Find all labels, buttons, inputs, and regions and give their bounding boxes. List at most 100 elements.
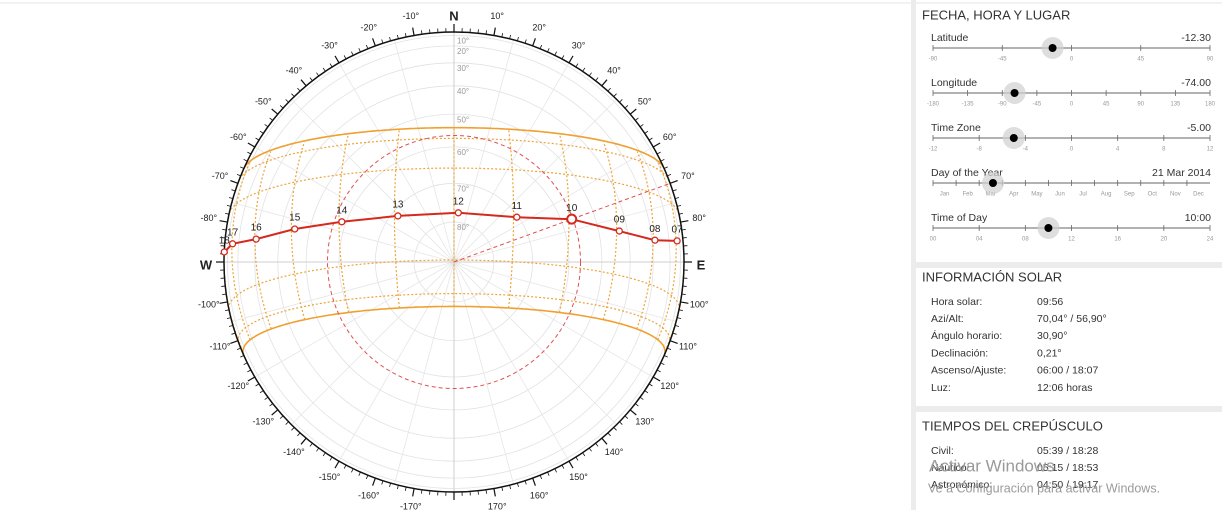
sun-hour-point — [454, 209, 462, 217]
slider-tick-label: -90 — [929, 57, 938, 63]
compass-tick — [517, 482, 519, 488]
compass-tick — [226, 317, 231, 319]
compass-tick — [501, 486, 504, 491]
info-label: Astronómico: — [931, 479, 992, 491]
slider-tick-label: 135 — [1170, 102, 1181, 108]
azimuth-spoke — [254, 146, 455, 263]
hour-label: 16 — [251, 223, 263, 234]
azimuth-label: -130° — [252, 416, 274, 426]
compass-tick — [343, 464, 347, 469]
azimuth-spoke — [394, 39, 455, 263]
info-label: Azi/Alt: — [931, 313, 964, 325]
compass-tick — [672, 189, 677, 192]
compass-tick — [269, 117, 274, 121]
compass-tick — [255, 383, 260, 387]
azimuth-label: -50° — [255, 96, 272, 106]
compass-tick — [243, 362, 248, 365]
altitude-label: 80° — [457, 223, 469, 232]
compass-tick — [493, 27, 496, 36]
azimuth-label: -140° — [283, 447, 305, 457]
compass-tick — [397, 485, 399, 490]
azimuth-spoke — [291, 99, 455, 263]
slider-tick-label: -180 — [927, 102, 940, 108]
hour-label: 09 — [614, 215, 626, 226]
slider-knob[interactable] — [1010, 89, 1019, 97]
compass-tick — [365, 44, 369, 49]
compass-tick — [228, 197, 234, 199]
compass-tick — [648, 137, 653, 141]
azimuth-spoke — [231, 261, 455, 322]
azimuth-label: 130° — [635, 416, 654, 426]
section-divider — [916, 406, 1222, 412]
compass-tick — [389, 36, 391, 42]
watermark-title: Activar Windows — [929, 456, 1055, 475]
info-label: Ascenso/Ajuste: — [931, 365, 1006, 377]
solstice-curve — [242, 305, 666, 356]
solstice-curve — [243, 126, 665, 169]
info-value: 70,04° / 56,90° — [1037, 313, 1107, 325]
slider-tick-label: -8 — [976, 147, 982, 153]
slider-tick-label: -45 — [1033, 102, 1042, 108]
compass-tick — [329, 456, 333, 461]
compass-tick — [231, 332, 236, 335]
azimuth-label: 120° — [660, 381, 679, 391]
compass-tick — [656, 369, 661, 373]
compass-tick — [316, 447, 320, 452]
azimuth-label: 10° — [490, 11, 504, 21]
slider-knob[interactable] — [1044, 224, 1053, 232]
sun-azimuth-line — [453, 182, 671, 263]
compass-tick — [271, 409, 279, 416]
compass-tick — [412, 27, 415, 36]
compass-tick — [297, 432, 301, 437]
slider-knob[interactable] — [988, 179, 997, 187]
hour-curve — [558, 134, 570, 313]
info-label: Declinación: — [931, 347, 988, 359]
azimuth-label: -30° — [321, 41, 338, 51]
control-panel: FECHA, HORA Y LUGAR INFORMACIÓN SOLAR TI… — [922, 7, 1216, 491]
compass-tick — [291, 427, 295, 431]
info-label: Luz: — [931, 382, 951, 394]
compass-tick — [334, 55, 340, 64]
compass-tick — [677, 205, 682, 207]
compass-tick — [358, 48, 361, 53]
compass-tick — [644, 130, 649, 134]
azimuth-label: -160° — [358, 490, 380, 500]
slider-value: -12.30 — [1181, 32, 1211, 44]
compass-tick — [678, 309, 683, 312]
compass-tick — [381, 480, 384, 485]
slider-knob[interactable] — [1009, 134, 1018, 142]
slider-value: 21 Mar 2014 — [1152, 167, 1211, 179]
slider-knob[interactable] — [1048, 44, 1057, 52]
hour-label: 12 — [453, 196, 465, 207]
hour-curve — [508, 130, 515, 309]
compass-tick — [532, 38, 536, 47]
slider-tick-label: Apr — [1009, 192, 1018, 198]
compass-tick — [639, 124, 644, 128]
altitude-label: 30° — [457, 64, 469, 73]
slider-tick-label: Oct — [1148, 192, 1158, 198]
azimuth-label: 40° — [607, 66, 621, 76]
azimuth-label: 150° — [569, 472, 588, 482]
declination-curve — [238, 137, 670, 181]
slider-tick-label: 180 — [1205, 102, 1216, 108]
compass-tick — [236, 347, 241, 351]
compass-tick — [247, 369, 252, 373]
hour-curve — [657, 162, 677, 341]
slider-tick-label: 24 — [1207, 237, 1214, 243]
slider-label: Longitude — [931, 77, 977, 89]
compass-tick — [247, 151, 252, 155]
altitude-label: 50° — [457, 115, 469, 124]
slider-tick-label: -135 — [962, 102, 975, 108]
hour-label: 07 — [672, 225, 684, 236]
compass-tick — [663, 355, 668, 358]
compass-tick — [421, 30, 423, 35]
slider-tick-label: Aug — [1101, 192, 1112, 198]
hour-curve — [602, 141, 618, 320]
azimuth-label: -70° — [212, 171, 229, 181]
azimuth-label: 30° — [572, 41, 586, 51]
hour-label: 11 — [512, 201, 523, 212]
azimuth-label: 110° — [679, 342, 697, 352]
compass-tick — [228, 325, 234, 327]
compass-tick — [582, 67, 586, 72]
